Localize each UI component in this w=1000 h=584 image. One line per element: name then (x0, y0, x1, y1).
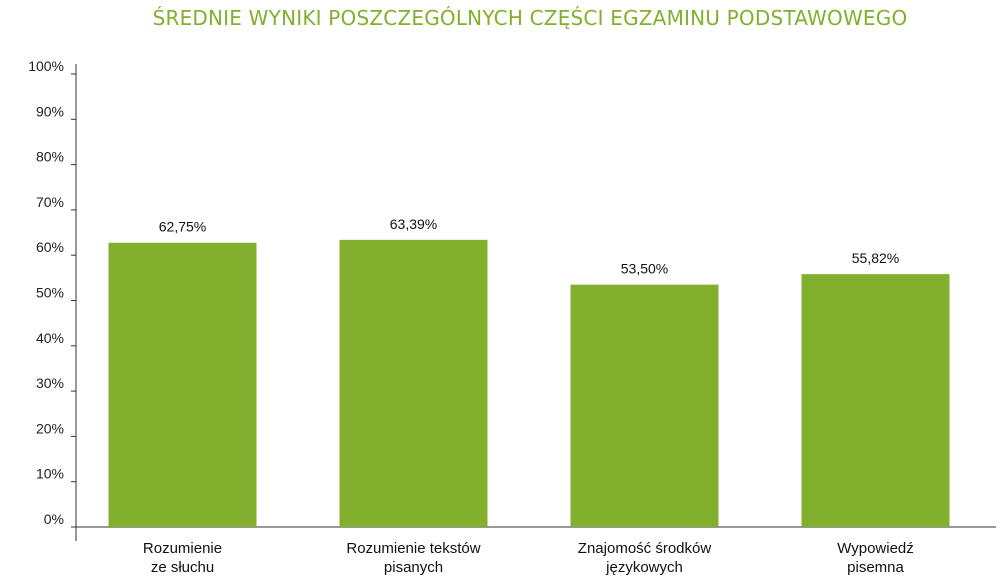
y-tick-label: 50% (36, 285, 64, 301)
y-tick-label: 30% (36, 375, 64, 391)
chart-title: ŚREDNIE WYNIKI POSZCZEGÓLNYCH CZĘŚCI EGZ… (152, 6, 908, 30)
y-tick-label: 100% (28, 58, 64, 74)
bar (570, 284, 719, 527)
y-tick-label: 40% (36, 330, 64, 346)
y-tick-label: 10% (36, 466, 64, 482)
bar (108, 242, 257, 527)
y-axis-ticks: 0% 10% 20% 30% 40% 50% 60% 70% 80% 90% 100% (28, 58, 76, 528)
data-label: 55,82% (852, 250, 899, 266)
category-label: językowych (605, 559, 683, 576)
category-label: ze słuchu (151, 559, 214, 576)
category-label: Rozumienie (143, 540, 222, 557)
data-label: 53,50% (621, 261, 668, 277)
category-label: Wypowiedź (837, 540, 914, 557)
y-tick-label: 60% (36, 239, 64, 255)
y-tick-label: 20% (36, 420, 64, 436)
category-label: pisanych (384, 559, 443, 576)
data-labels-group: 62,75% 63,39% 53,50% 55,82% (159, 216, 899, 277)
category-label: Rozumienie tekstów (346, 540, 480, 557)
category-labels-group: Rozumienie ze słuchu Rozumienie tekstów pis… (143, 540, 914, 576)
y-tick-label: 0% (44, 511, 64, 527)
category-label: pisemna (847, 559, 904, 576)
y-tick-label: 90% (36, 103, 64, 119)
category-label: Znajomość środków (578, 540, 712, 557)
bar (801, 274, 950, 527)
bar (339, 239, 488, 527)
y-tick-label: 70% (36, 194, 64, 210)
bars-group (108, 239, 950, 527)
data-label: 63,39% (390, 216, 437, 232)
data-label: 62,75% (159, 219, 206, 235)
y-tick-label: 80% (36, 149, 64, 165)
